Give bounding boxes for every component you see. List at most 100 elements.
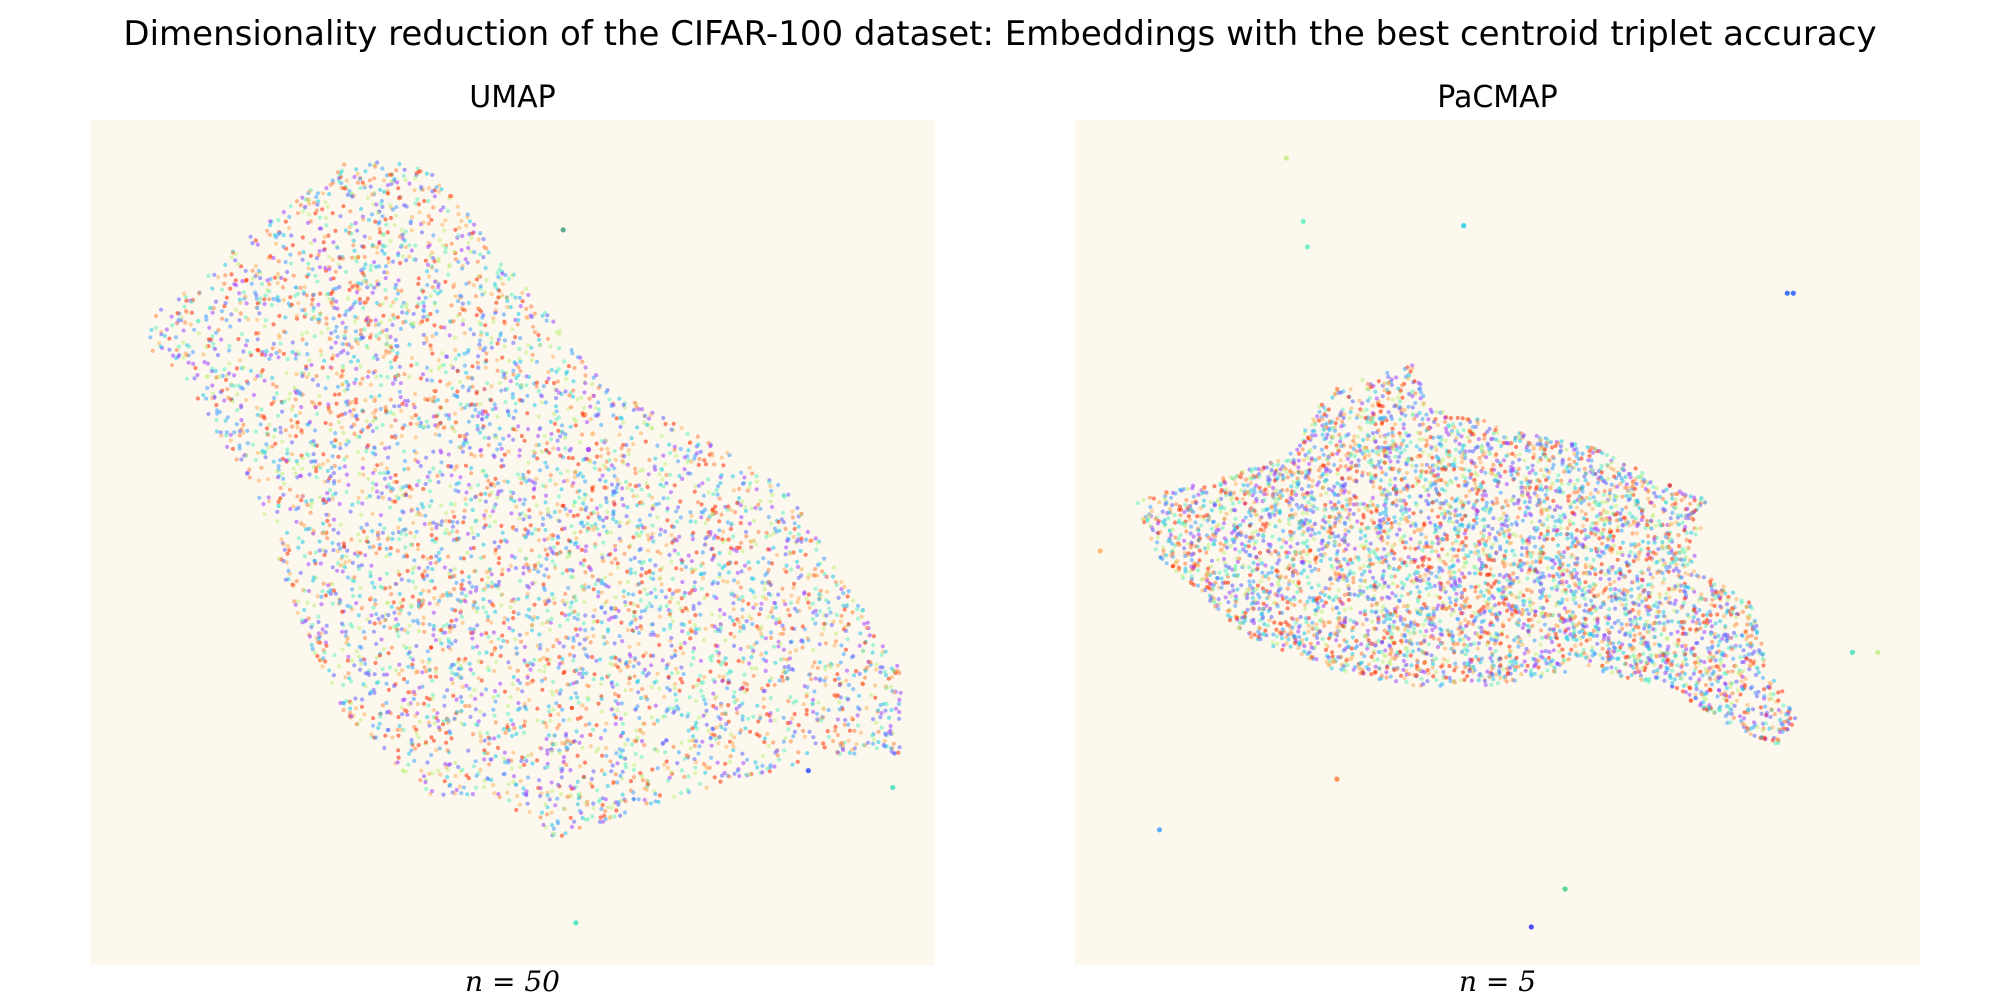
scatter-point <box>556 494 561 499</box>
scatter-point <box>486 575 491 580</box>
scatter-point <box>378 330 383 336</box>
scatter-point <box>642 721 647 726</box>
scatter-point <box>482 513 487 518</box>
scatter-point <box>224 430 229 435</box>
scatter-point <box>611 509 616 514</box>
scatter-point <box>657 607 662 612</box>
scatter-point <box>524 613 529 618</box>
scatter-point <box>357 297 362 302</box>
scatter-point <box>505 479 510 484</box>
scatter-point <box>387 585 392 590</box>
scatter-point <box>703 521 708 526</box>
scatter-point <box>496 561 501 566</box>
scatter-point <box>891 668 896 673</box>
scatter-point <box>541 585 546 590</box>
scatter-point <box>551 644 556 649</box>
scatter-point <box>336 530 341 536</box>
scatter-point <box>708 655 713 660</box>
scatter-point <box>390 735 395 740</box>
scatter-point <box>233 278 238 283</box>
scatter-point <box>557 623 562 628</box>
scatter-point <box>609 530 614 535</box>
scatter-point <box>822 745 827 750</box>
scatter-point <box>489 639 494 644</box>
scatter-point <box>584 706 589 711</box>
scatter-point <box>565 738 570 743</box>
scatter-point <box>397 611 402 616</box>
scatter-point <box>519 511 524 516</box>
scatter-point <box>159 332 164 337</box>
scatter-point <box>286 568 291 573</box>
scatter-point <box>385 455 391 460</box>
scatter-point <box>203 344 209 349</box>
scatter-point <box>295 494 300 499</box>
scatter-point <box>726 561 732 566</box>
scatter-point <box>269 401 274 407</box>
scatter-point <box>299 521 304 526</box>
scatter-point <box>467 686 472 691</box>
scatter-point <box>564 546 569 551</box>
scatter-point <box>619 446 624 451</box>
scatter-point <box>646 472 651 477</box>
scatter-point <box>384 222 389 227</box>
scatter-point <box>619 798 624 803</box>
scatter-point <box>470 414 475 419</box>
scatter-point <box>768 499 773 504</box>
scatter-point <box>393 337 398 343</box>
scatter-point <box>395 315 400 320</box>
scatter-point <box>647 568 652 574</box>
scatter-point <box>435 602 440 607</box>
scatter-point <box>574 668 579 673</box>
scatter-point <box>336 561 341 566</box>
scatter-point <box>571 379 576 384</box>
scatter-point <box>380 703 385 708</box>
scatter-point <box>634 728 639 733</box>
scatter-point <box>459 791 464 796</box>
scatter-point <box>312 401 317 406</box>
scatter-point <box>662 762 667 767</box>
scatter-point <box>717 562 722 567</box>
scatter-point <box>465 212 470 217</box>
scatter-point <box>766 514 772 520</box>
scatter-point <box>718 779 723 784</box>
scatter-point <box>375 463 380 468</box>
scatter-point <box>709 612 715 617</box>
scatter-point <box>460 322 465 327</box>
scatter-point <box>771 644 777 649</box>
scatter-point <box>333 329 338 334</box>
scatter-point <box>769 630 774 635</box>
scatter-point <box>635 735 640 740</box>
scatter-point <box>847 750 852 756</box>
scatter-point <box>508 305 513 310</box>
scatter-point <box>518 778 523 784</box>
scatter-point <box>469 402 474 407</box>
scatter-point <box>293 434 299 439</box>
scatter-point <box>409 737 414 743</box>
scatter-point <box>312 334 317 339</box>
scatter-point <box>450 670 455 675</box>
scatter-point <box>485 381 490 386</box>
scatter-point <box>237 433 242 438</box>
scatter-point <box>717 496 722 501</box>
scatter-point <box>634 625 640 630</box>
scatter-point <box>852 728 857 734</box>
scatter-point <box>700 680 706 685</box>
scatter-point <box>815 562 821 567</box>
scatter-point <box>534 476 539 481</box>
scatter-point <box>282 399 287 404</box>
scatter-point <box>397 364 402 369</box>
scatter-point <box>483 499 488 504</box>
scatter-point <box>614 416 619 421</box>
scatter-point <box>639 407 645 412</box>
scatter-point <box>384 710 390 715</box>
scatter-point <box>464 432 469 437</box>
scatter-point <box>487 492 492 498</box>
scatter-point <box>349 537 354 542</box>
scatter-point <box>606 584 611 589</box>
scatter-point <box>568 509 573 514</box>
scatter-point <box>298 570 303 575</box>
scatter-point <box>558 471 563 476</box>
scatter-point <box>831 738 836 744</box>
scatter-point <box>678 790 684 796</box>
scatter-point <box>556 415 561 420</box>
